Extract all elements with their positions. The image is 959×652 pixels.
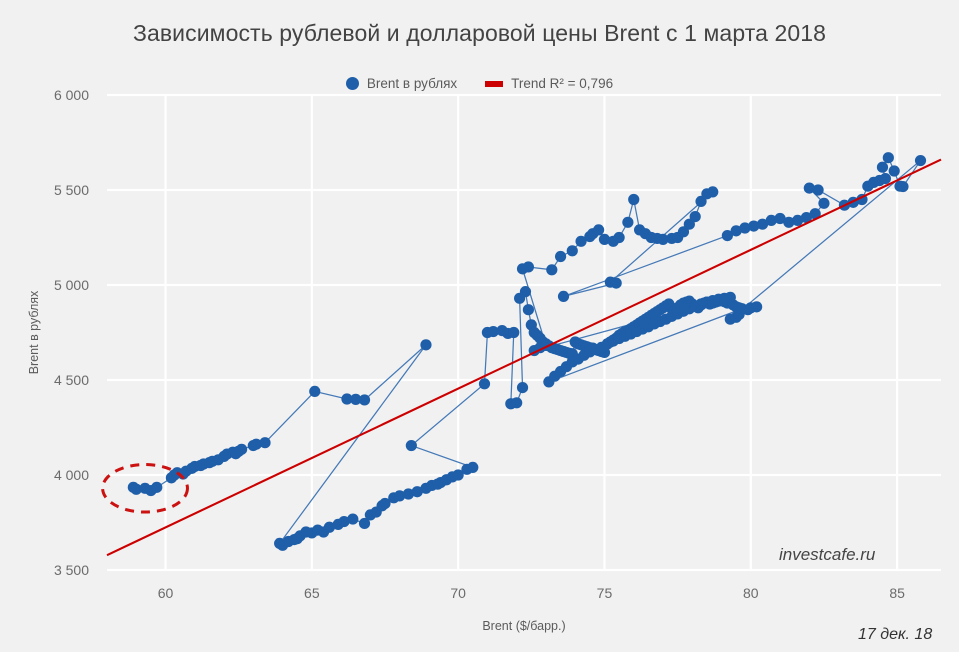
data-point [879, 173, 892, 185]
data-point [341, 393, 353, 405]
highlight-circle-annotation [101, 463, 189, 514]
data-point [622, 216, 634, 228]
chart-annotations [101, 463, 189, 514]
series-data-points [127, 152, 927, 551]
x-tick-label: 80 [743, 585, 759, 601]
data-point [405, 439, 417, 452]
data-point [774, 212, 786, 225]
x-tick-label: 65 [304, 585, 320, 601]
gridlines [107, 93, 941, 572]
data-point [809, 208, 821, 220]
data-point [677, 226, 690, 238]
data-point [402, 488, 415, 500]
x-axis-title: Brent ($/барр.) [482, 619, 565, 633]
data-point [756, 218, 769, 230]
data-point [593, 224, 605, 236]
data-point [420, 339, 432, 351]
data-point [350, 393, 362, 405]
data-point [358, 517, 371, 530]
data-point [613, 231, 625, 244]
data-point [803, 182, 815, 194]
data-point [130, 483, 142, 495]
chart-title: Зависимость рублевой и долларовой цены B… [132, 20, 827, 46]
data-point [800, 211, 812, 224]
data-point [338, 515, 350, 528]
data-point [522, 304, 534, 316]
data-point [876, 161, 889, 173]
data-point [695, 195, 707, 207]
data-point [519, 286, 532, 298]
data-point [516, 382, 529, 394]
data-point [610, 277, 622, 289]
x-tick-labels: 60 65 70 75 80 85 [158, 585, 905, 601]
data-point [394, 490, 406, 502]
data-point [411, 486, 423, 498]
data-point [751, 301, 763, 313]
y-tick-label: 6 000 [54, 87, 89, 103]
data-point [309, 385, 321, 397]
x-tick-label: 60 [158, 585, 174, 601]
data-point [730, 225, 742, 237]
data-point [347, 513, 359, 525]
data-point [522, 261, 534, 273]
data-point [792, 214, 804, 226]
watermark-site: investcafe.ru [779, 545, 876, 564]
data-point [914, 154, 927, 167]
data-point [888, 165, 900, 177]
data-point [739, 222, 751, 234]
data-point [812, 184, 824, 196]
data-point [358, 394, 371, 406]
data-point [478, 378, 491, 390]
data-point [882, 152, 894, 164]
data-point [151, 481, 163, 493]
data-point [598, 233, 611, 245]
data-point [467, 461, 479, 473]
data-point [432, 478, 444, 490]
y-tick-label: 5 500 [54, 182, 89, 198]
data-point [765, 214, 777, 226]
y-tick-label: 3 500 [54, 562, 89, 578]
data-point [724, 291, 736, 303]
data-point [818, 197, 830, 209]
y-tick-label: 4 000 [54, 467, 89, 483]
data-point [554, 250, 567, 263]
data-point [742, 304, 754, 316]
data-point [236, 443, 248, 455]
y-axis-title: Brent в рублях [27, 290, 41, 374]
x-tick-label: 85 [889, 585, 905, 601]
data-point [575, 235, 587, 247]
x-tick-label: 70 [450, 585, 466, 601]
data-point [487, 325, 499, 338]
data-point [376, 500, 388, 512]
data-point [546, 264, 558, 276]
data-point [557, 290, 570, 302]
data-point [628, 193, 640, 206]
data-point [657, 233, 669, 245]
data-point [291, 533, 303, 545]
data-point [511, 397, 523, 409]
data-point [566, 245, 578, 257]
data-point [897, 180, 909, 193]
data-point [250, 438, 262, 450]
y-tick-label: 5 000 [54, 277, 89, 293]
data-point [783, 216, 795, 228]
data-point [452, 469, 464, 481]
data-point [707, 186, 719, 198]
data-point [748, 220, 760, 232]
x-tick-label: 75 [597, 585, 613, 601]
data-point [683, 218, 695, 230]
trend-line [106, 158, 942, 557]
data-point [689, 211, 701, 223]
y-tick-label: 4 500 [54, 372, 89, 388]
data-point [721, 230, 733, 242]
data-point [259, 437, 271, 449]
watermark-date: 17 дек. 18 [858, 626, 933, 643]
data-point [508, 326, 520, 339]
data-point [733, 308, 745, 321]
y-tick-labels: 3 500 4 000 4 500 5 000 5 500 6 000 [54, 87, 89, 578]
data-point [323, 521, 335, 533]
